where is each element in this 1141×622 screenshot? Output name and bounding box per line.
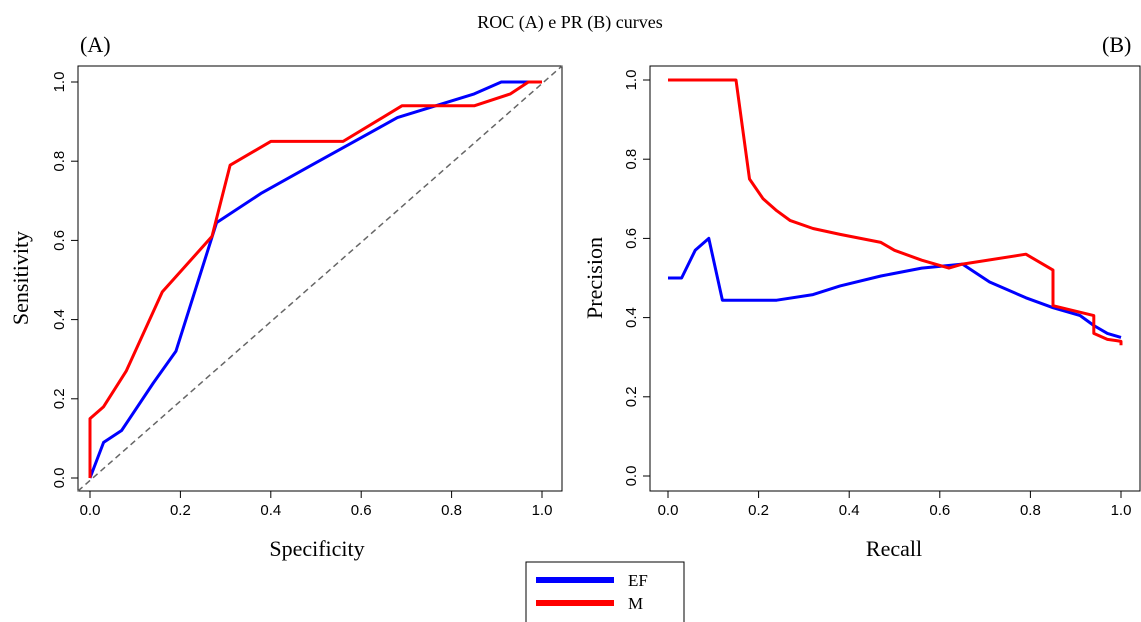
pr-x-tick-label: 0.2 (748, 502, 769, 519)
pr-panel: (B) 0.0 0.2 0.4 0.6 0.8 1.0 0.0 0.2 0.4 0.6 0.8 1.0… (582, 32, 1141, 561)
roc-x-tick-label: 0.6 (351, 502, 372, 519)
pr-y-tick-label: 1.0 (623, 70, 640, 91)
roc-x-axis-label: Specificity (269, 536, 364, 561)
roc-plot-frame (77, 65, 563, 492)
panel-a-label: (A) (80, 32, 111, 57)
pr-x-tick-label: 1.0 (1111, 502, 1132, 519)
pr-y-axis-label: Precision (582, 237, 607, 319)
roc-y-tick-label: 0.0 (51, 468, 68, 489)
roc-reference-diagonal (77, 65, 563, 492)
roc-y-tick-label: 0.2 (51, 388, 68, 409)
roc-series (88, 80, 542, 479)
roc-y-tick-label: 0.6 (51, 230, 68, 251)
pr-series-ef-line (668, 236, 1122, 339)
pr-series (668, 78, 1123, 346)
pr-y-tick-label: 0.6 (623, 228, 640, 249)
figure-title: ROC (A) e PR (B) curves (477, 12, 662, 33)
roc-x-tick-label: 1.0 (532, 502, 553, 519)
legend-m-label: M (628, 594, 643, 613)
pr-x-tick-label: 0.0 (658, 502, 679, 519)
roc-series-ef-line (88, 80, 542, 479)
pr-y-tick-label: 0.2 (623, 386, 640, 407)
legend-box (525, 561, 685, 622)
roc-series-m-line (88, 80, 542, 478)
pr-y-tick-label: 0.8 (623, 149, 640, 170)
roc-y-tick-label: 0.8 (51, 151, 68, 172)
roc-y-tick-label: 1.0 (51, 72, 68, 93)
roc-ticks: 0.0 0.2 0.4 0.6 0.8 1.0 0.0 0.2 0.4 0.6 0.8 1.0 (51, 72, 552, 519)
pr-y-tick-label: 0.0 (623, 466, 640, 487)
pr-x-tick-label: 0.4 (839, 502, 860, 519)
pr-y-tick-label: 0.4 (623, 307, 640, 328)
pr-plot-frame (649, 65, 1141, 492)
pr-x-tick-label: 0.8 (1020, 502, 1041, 519)
roc-y-tick-label: 0.4 (51, 309, 68, 330)
roc-x-tick-label: 0.0 (80, 502, 101, 519)
roc-panel: (A) 0.0 0.2 0.4 0.6 0.8 1.0 0.0 0.2 0.4 0.6 0.8 1.0… (8, 32, 563, 561)
pr-x-tick-label: 0.6 (929, 502, 950, 519)
legend-ef-label: EF (628, 571, 648, 590)
pr-x-axis-label: Recall (866, 536, 922, 561)
roc-x-tick-label: 0.2 (170, 502, 191, 519)
roc-y-axis-label: Sensitivity (8, 231, 33, 325)
roc-x-tick-label: 0.4 (260, 502, 281, 519)
roc-x-tick-label: 0.8 (441, 502, 462, 519)
legend: EF M (525, 561, 685, 622)
panel-b-label: (B) (1102, 32, 1131, 57)
pr-ticks: 0.0 0.2 0.4 0.6 0.8 1.0 0.0 0.2 0.4 0.6 0.8 1.0 (623, 70, 1131, 519)
pr-series-m-line (668, 78, 1123, 346)
